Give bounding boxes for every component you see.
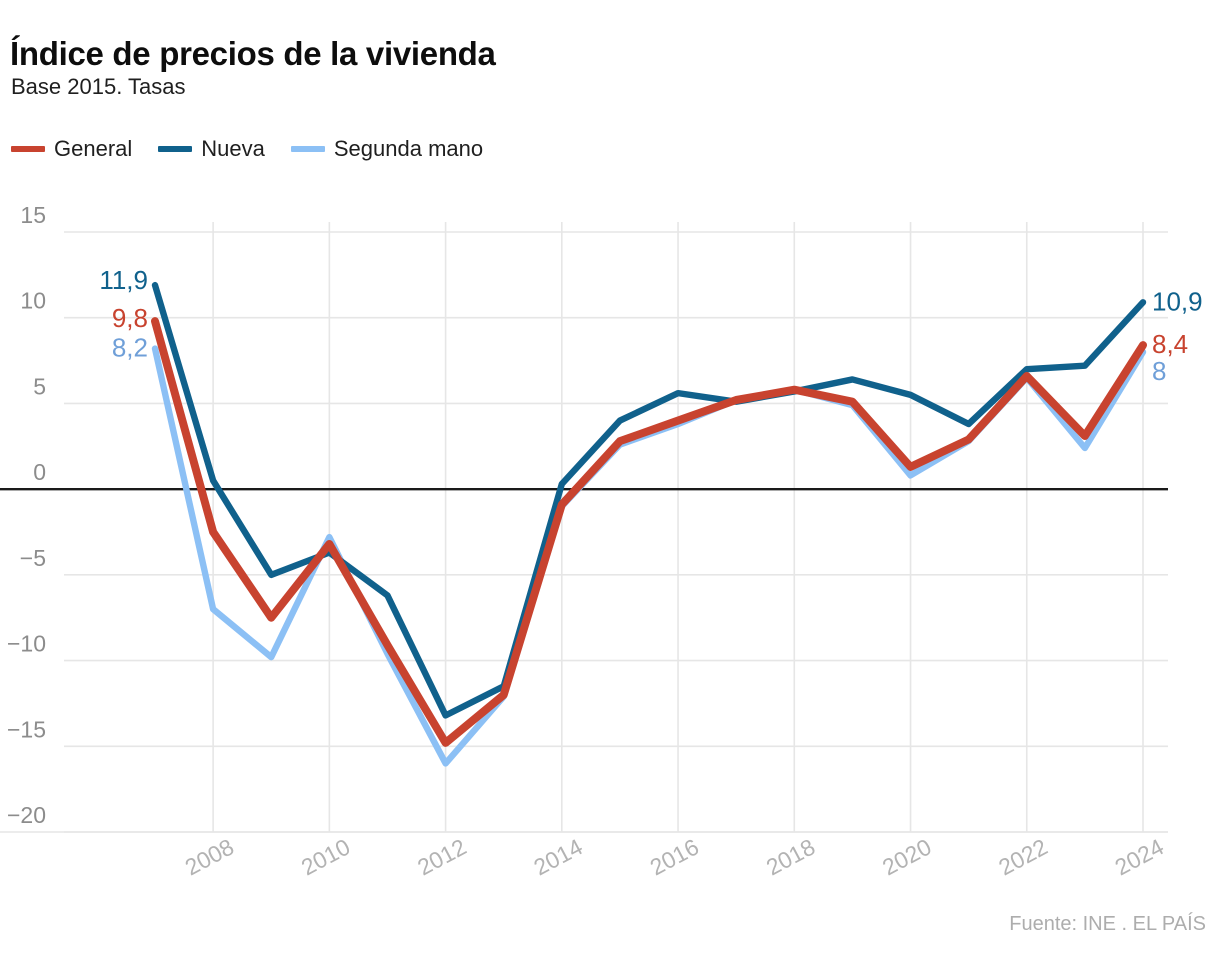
y-tick-label: −5	[20, 545, 46, 571]
y-tick-label: −15	[7, 716, 46, 742]
chart-legend: General Nueva Segunda mano	[11, 138, 483, 160]
y-tick-label: 10	[20, 288, 46, 314]
end-value-label: 8,4	[1152, 329, 1188, 359]
y-tick-label: 0	[33, 459, 46, 485]
data-series-group	[151, 281, 1147, 767]
legend-label-general: General	[54, 136, 133, 161]
y-axis-tick-labels: 15 10 5 0 −5 −10 −15 −20	[7, 202, 46, 828]
x-tick-label: 2012	[413, 833, 470, 880]
start-value-label: 9,8	[112, 303, 148, 333]
y-tick-label: 15	[20, 202, 46, 228]
start-value-label: 8,2	[112, 333, 148, 363]
legend-label-nueva: Nueva	[201, 136, 265, 161]
legend-item-general[interactable]: General	[11, 138, 132, 160]
page-title: Índice de precios de la vivienda	[10, 35, 496, 73]
x-axis-tick-labels: 2008 2010 2012 2014 2016 2018 2020 2022 2024	[181, 833, 1168, 880]
x-tick-label: 2010	[297, 833, 354, 880]
start-value-label: 11,9	[99, 265, 148, 295]
series-line-general	[151, 317, 1147, 747]
x-tick-label: 2022	[994, 833, 1051, 880]
series-line-nueva	[151, 281, 1147, 719]
legend-item-segunda-mano[interactable]: Segunda mano	[290, 136, 484, 161]
legend-item-nueva[interactable]: Nueva	[158, 138, 265, 160]
x-tick-label: 2014	[529, 833, 587, 880]
end-value-label: 8	[1152, 356, 1166, 386]
x-tick-label: 2020	[878, 833, 935, 880]
chart-area: 15 10 5 0 −5 −10 −15 −20 2008 2010 2012 2014 2016 20…	[0, 190, 1220, 890]
source-credit: Fuente: INE . EL PAÍS	[1009, 913, 1206, 935]
end-value-labels: 10,9 8,48	[1152, 286, 1203, 386]
end-value-label: 10,9	[1152, 286, 1203, 316]
y-tick-label: 5	[33, 373, 46, 399]
x-tick-label: 2024	[1111, 833, 1169, 880]
y-tick-label: −20	[7, 802, 46, 828]
line-swatch-icon	[290, 146, 325, 152]
line-swatch-icon	[158, 146, 193, 152]
line-swatch-icon	[11, 146, 45, 152]
start-value-labels: 11,9 9,88,2	[99, 265, 148, 362]
horizontal-gridlines	[64, 231, 1168, 833]
page-subtitle: Base 2015. Tasas	[11, 74, 186, 99]
x-tick-label: 2018	[762, 833, 819, 880]
x-tick-label: 2016	[646, 833, 703, 880]
x-tick-label: 2008	[181, 833, 238, 880]
legend-label-segunda-mano: Segunda mano	[333, 136, 484, 161]
y-tick-label: −10	[7, 631, 46, 657]
vertical-gridlines	[0, 222, 1168, 833]
